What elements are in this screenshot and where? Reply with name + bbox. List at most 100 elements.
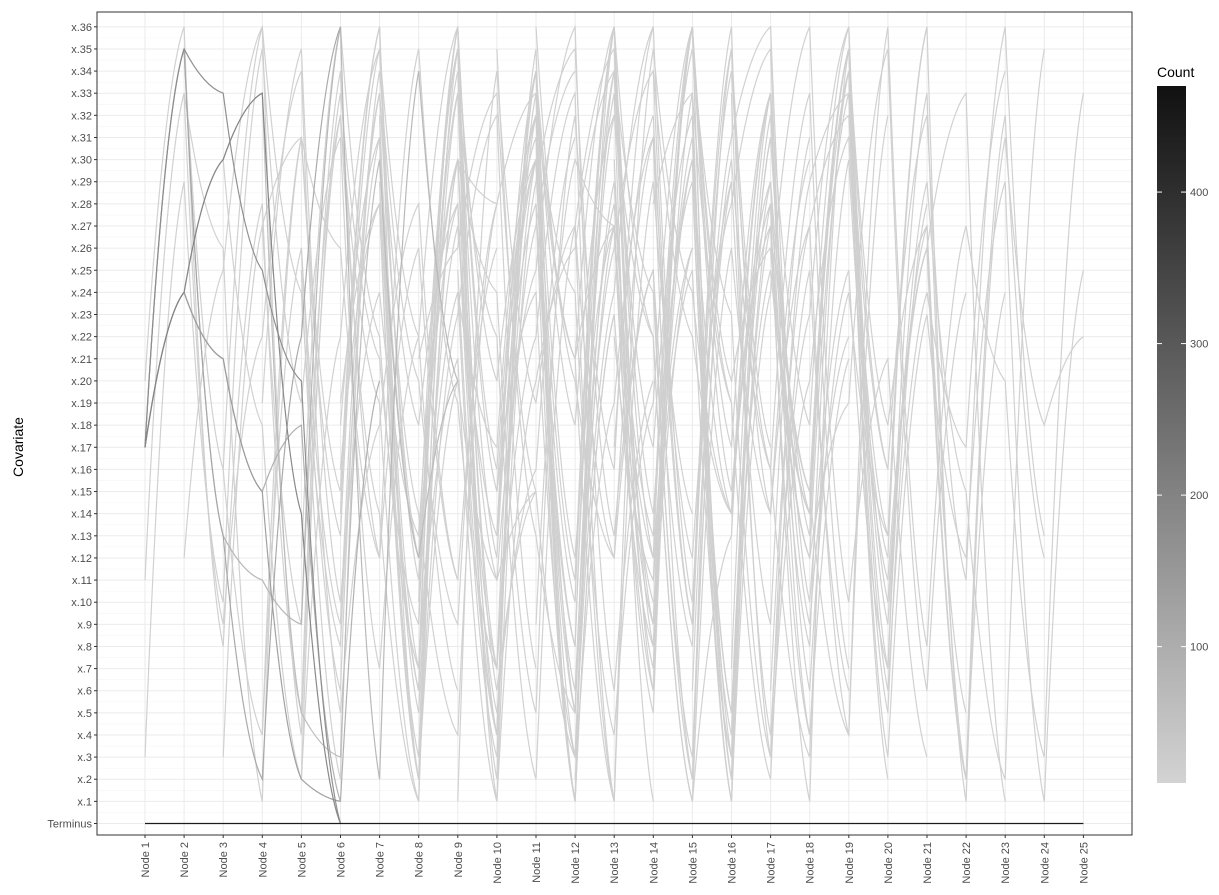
series-path [261, 48, 576, 713]
series-path [691, 70, 1006, 802]
color-legend: Count 100 200 300 400 [1157, 64, 1208, 783]
y-axis: Terminus x.1 x.2 x.3 x.4 x.5 x.6 x.7 x.8 x.9 x.10 x… [47, 22, 97, 831]
y-tick-label: x.31 [71, 132, 92, 144]
y-tick-label: x.30 [71, 155, 92, 167]
x-tick-label: Node 1 [140, 842, 152, 877]
series-path [730, 26, 1045, 780]
y-tick-label: x.20 [71, 376, 92, 388]
series-path [339, 24, 654, 780]
series-path [535, 26, 850, 802]
x-tick-label: Node 10 [492, 842, 504, 884]
series-path [770, 70, 1084, 802]
y-tick-label: x.10 [71, 597, 92, 609]
y-tick-label: x.33 [71, 88, 92, 100]
x-tick-label: Node 23 [1000, 842, 1012, 884]
series-path [222, 26, 537, 780]
y-tick-label: x.24 [71, 287, 92, 299]
series-path [730, 26, 1045, 758]
series-path [379, 47, 693, 802]
series-path [574, 47, 889, 780]
y-axis-title: Covariate [10, 417, 26, 477]
y-tick-label: x.26 [71, 243, 92, 255]
series-path [144, 92, 342, 824]
series-path [144, 48, 459, 802]
series-path [691, 25, 1006, 780]
y-tick-label: x.34 [71, 66, 92, 78]
x-tick-label: Node 14 [648, 842, 660, 884]
y-tick-label: x.12 [71, 553, 92, 565]
legend-tick-label: 100 [1190, 642, 1208, 654]
x-tick-label: Node 13 [609, 842, 621, 884]
x-tick-label: Node 8 [414, 842, 426, 877]
y-tick-label: x.7 [77, 664, 92, 676]
x-tick-label: Node 15 [687, 842, 699, 884]
legend-tick-label: 400 [1190, 187, 1208, 199]
y-tick-label: x.1 [77, 796, 92, 808]
series-path [496, 26, 811, 736]
legend-tick-label: 300 [1190, 339, 1208, 351]
y-tick-label: x.25 [71, 265, 92, 277]
series-path [770, 26, 1084, 758]
x-tick-label: Node 3 [218, 842, 230, 877]
x-tick-label: Node 20 [883, 842, 895, 884]
y-tick-label: x.32 [71, 110, 92, 122]
y-tick-label: x.17 [71, 442, 92, 454]
x-tick-label: Node 5 [296, 842, 308, 877]
plot-panel [96, 11, 1133, 836]
y-tick-label: Terminus [47, 819, 92, 831]
x-tick-label: Node 11 [531, 842, 543, 883]
x-tick-label: Node 6 [336, 842, 348, 877]
y-tick-label: x.9 [77, 619, 92, 631]
y-tick-label: x.28 [71, 199, 92, 211]
series-path [183, 70, 498, 713]
x-tick-label: Node 25 [1078, 842, 1090, 884]
x-tick-label: Node 7 [375, 842, 387, 877]
y-tick-label: x.6 [77, 686, 92, 698]
series-path [379, 48, 693, 802]
series-path [144, 47, 342, 824]
y-tick-label: x.21 [71, 354, 92, 366]
y-tick-label: x.23 [71, 310, 92, 322]
legend-title: Count [1157, 64, 1194, 80]
y-tick-label: x.2 [77, 774, 92, 786]
y-tick-label: x.18 [71, 420, 92, 432]
series-path [183, 24, 498, 802]
x-tick-label: Node 9 [453, 842, 465, 877]
y-tick-label: x.8 [77, 641, 92, 653]
y-tick-label: x.14 [71, 509, 92, 521]
series-path [418, 26, 733, 691]
y-tick-label: x.13 [71, 531, 92, 543]
x-tick-label: Node 18 [805, 842, 817, 884]
x-tick-label: Node 2 [179, 842, 191, 877]
y-tick-label: x.11 [72, 575, 92, 587]
y-tick-label: x.16 [71, 464, 92, 476]
series-path [144, 26, 459, 758]
series-path [300, 70, 615, 802]
series-path [613, 26, 928, 758]
legend-ticks: 100 200 300 400 [1157, 187, 1208, 654]
x-tick-label: Node 21 [922, 842, 934, 884]
y-tick-label: x.36 [71, 22, 92, 34]
series-path [730, 26, 1045, 780]
legend-tick-label: 200 [1190, 490, 1208, 502]
x-tick-label: Node 24 [1039, 842, 1051, 884]
y-tick-label: x.4 [77, 730, 92, 742]
series-path [652, 48, 967, 780]
y-tick-label: x.3 [77, 752, 92, 764]
series-path [535, 71, 850, 780]
x-tick-label: Node 22 [961, 842, 973, 884]
x-tick-label: Node 16 [727, 842, 739, 884]
x-tick-label: Node 19 [844, 842, 856, 884]
series-path [418, 48, 733, 758]
x-tick-label: Node 12 [570, 842, 582, 884]
x-tick-label: Node 4 [257, 842, 269, 877]
y-tick-label: x.15 [71, 487, 92, 499]
y-tick-label: x.19 [71, 398, 92, 410]
y-tick-label: x.35 [71, 44, 92, 56]
x-tick-label: Node 17 [766, 842, 778, 884]
y-tick-label: x.5 [77, 708, 92, 720]
series-path [652, 48, 967, 802]
y-tick-label: x.29 [71, 177, 92, 189]
y-tick-label: x.22 [71, 332, 92, 344]
